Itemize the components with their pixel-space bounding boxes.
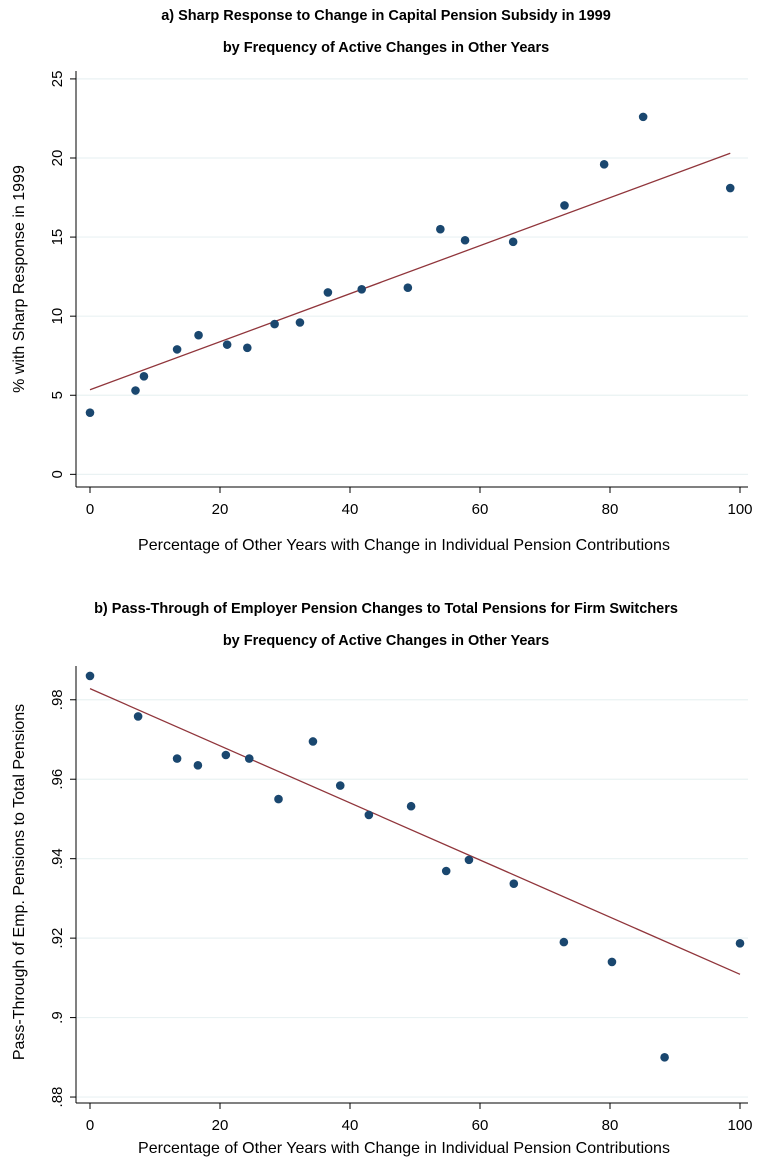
panel-b-title: b) Pass-Through of Employer Pension Chan… [94, 601, 678, 617]
data-point [508, 237, 518, 247]
x-tick-label: 20 [212, 1117, 229, 1134]
data-point [335, 781, 345, 790]
y-tick-label: .88 [49, 1087, 66, 1108]
data-point [244, 754, 254, 763]
fit-line [89, 152, 731, 391]
data-point [243, 343, 252, 353]
data-point [441, 866, 451, 876]
x-tick-label: 40 [342, 501, 359, 518]
y-tick-label: 15 [49, 229, 66, 246]
x-tick-label: 0 [86, 501, 94, 518]
y-tick-label: 20 [49, 150, 66, 167]
y-tick-label: .92 [49, 928, 66, 949]
y-tick-label: 5 [49, 391, 66, 399]
data-point [560, 201, 569, 210]
x-tick-label: 100 [727, 1117, 752, 1134]
data-point [172, 754, 182, 763]
data-point [357, 284, 367, 294]
panel-a-y-axis-label: % with Sharp Response in 1999 [11, 165, 28, 393]
data-point [139, 371, 149, 381]
data-point [308, 737, 318, 746]
data-point [323, 288, 333, 297]
x-tick-label: 40 [342, 1117, 359, 1134]
x-tick-label: 60 [472, 501, 489, 518]
data-point [436, 224, 445, 234]
panel-b-fit [89, 688, 741, 975]
data-point [85, 671, 95, 681]
data-point [406, 801, 416, 811]
data-point [295, 318, 305, 327]
data-point [131, 386, 140, 395]
data-point [599, 160, 609, 169]
data-point [403, 283, 413, 292]
panel-b-x-ticks: 0 20 40 60 80 100 [86, 1103, 753, 1134]
panel-a-gridlines [76, 78, 748, 475]
panel-b-gridlines [76, 699, 748, 1098]
data-point [221, 750, 231, 760]
data-point [193, 761, 203, 770]
panel-a-fit [89, 152, 731, 391]
data-point [274, 794, 283, 804]
x-tick-label: 20 [212, 501, 229, 518]
panel-a-y-ticks: 0 5 10 15 20 25 [49, 71, 76, 479]
x-tick-label: 0 [86, 1117, 94, 1134]
data-point [725, 183, 735, 193]
data-point [172, 345, 182, 354]
panel-b-points [85, 671, 745, 1062]
data-point [509, 879, 519, 889]
y-tick-label: .96 [49, 769, 66, 790]
panel-a-points [85, 112, 735, 417]
x-tick-label: 100 [727, 501, 752, 518]
data-point [638, 112, 648, 122]
x-tick-label: 80 [602, 501, 619, 518]
x-tick-label: 80 [602, 1117, 619, 1134]
data-point [85, 408, 95, 417]
data-point [222, 340, 232, 349]
panel-a-subtitle: by Frequency of Active Changes in Other … [223, 40, 549, 56]
fit-line [89, 688, 741, 975]
y-tick-label: 10 [49, 308, 66, 325]
panel-a-x-axis-label: Percentage of Other Years with Change in… [138, 537, 670, 554]
data-point [464, 855, 474, 865]
panel-b-subtitle: by Frequency of Active Changes in Other … [223, 633, 549, 649]
data-point [460, 235, 470, 245]
data-point [364, 810, 374, 820]
data-point [559, 937, 569, 947]
data-point [194, 330, 203, 340]
panel-b-y-axis-label: Pass-Through of Emp. Pensions to Total P… [11, 704, 28, 1060]
data-point [607, 957, 617, 967]
y-tick-label: .94 [49, 848, 66, 869]
panel-a-x-ticks: 0 20 40 60 80 100 [86, 487, 753, 518]
x-tick-label: 60 [472, 1117, 489, 1134]
data-point [660, 1053, 669, 1062]
y-tick-label: 25 [49, 71, 66, 88]
panel-b: b) Pass-Through of Employer Pension Chan… [11, 601, 753, 1157]
data-point [133, 712, 143, 721]
data-point [735, 938, 745, 948]
y-tick-label: 0 [49, 470, 66, 478]
data-point [270, 319, 279, 329]
panel-a: a) Sharp Response to Change in Capital P… [11, 8, 753, 554]
panel-b-y-ticks: .88 .9 .92 .94 .96 .98 [49, 689, 76, 1107]
panel-b-x-axis-label: Percentage of Other Years with Change in… [138, 1140, 670, 1157]
y-tick-label: .98 [49, 689, 66, 710]
panel-a-title: a) Sharp Response to Change in Capital P… [161, 8, 611, 24]
y-tick-label: .9 [49, 1011, 66, 1024]
